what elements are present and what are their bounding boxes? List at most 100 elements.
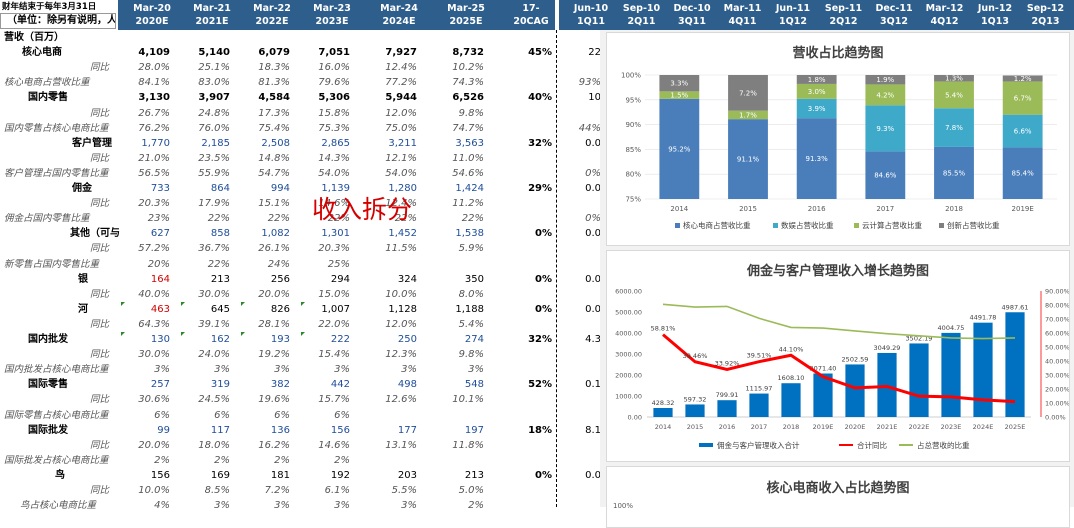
table-row[interactable]: 其他（可与 627 858 1,082 1,301 1,452 1,538 0% 0.0 xyxy=(0,226,601,241)
cell-value[interactable]: 28.1% xyxy=(258,318,290,330)
cagr-value[interactable]: 32% xyxy=(528,137,552,149)
cell-value[interactable]: 2,185 xyxy=(201,137,230,149)
cell-value[interactable]: 1,538 xyxy=(455,228,484,240)
cell-value[interactable]: 136 xyxy=(270,424,290,436)
cell-value[interactable]: 22% xyxy=(267,213,290,225)
cell-value[interactable]: 26.1% xyxy=(258,243,290,255)
cell-value[interactable]: 10.1% xyxy=(452,394,484,406)
cell-value[interactable]: 5.9% xyxy=(458,243,484,255)
cell-value[interactable]: 22% xyxy=(327,213,350,225)
cell-value[interactable]: 5,944 xyxy=(385,92,417,104)
cell-value[interactable]: 2% xyxy=(154,454,170,466)
cell-value[interactable]: 645 xyxy=(210,303,230,315)
cell-value[interactable]: 54.0% xyxy=(318,167,350,179)
cell-value[interactable]: 75.3% xyxy=(318,122,350,134)
cell-value[interactable]: 20.3% xyxy=(138,198,170,210)
cell-value[interactable]: 4,584 xyxy=(258,92,290,104)
cell-value[interactable]: 826 xyxy=(270,303,290,315)
table-row[interactable]: 同比 20.0% 18.0% 16.2% 14.6% 13.1% 11.8% xyxy=(0,438,600,453)
cell-value[interactable]: 3% xyxy=(401,500,417,512)
cagr-value[interactable]: 0% xyxy=(535,303,552,315)
cell-value[interactable]: 3% xyxy=(274,364,290,376)
cell-value[interactable]: 22% xyxy=(394,213,417,225)
cell-value[interactable]: 213 xyxy=(464,469,484,481)
cell-value[interactable]: 56.5% xyxy=(138,167,170,179)
table-row[interactable]: 同比 30.6% 24.5% 19.6% 15.7% 12.6% 10.1% xyxy=(0,392,600,407)
cell-value[interactable]: 6.1% xyxy=(324,485,350,496)
cell-value[interactable]: 3% xyxy=(274,500,290,512)
cell-value[interactable]: 627 xyxy=(150,228,170,240)
cell-value[interactable]: 15.1% xyxy=(258,198,290,210)
cell-value[interactable]: 81.3% xyxy=(258,77,290,89)
cell-value[interactable]: 2,865 xyxy=(321,137,350,149)
cell-value[interactable]: 864 xyxy=(210,183,230,194)
table-row[interactable]: 同比 20.3% 17.9% 15.1% 14.6% 12.4% 11.2% xyxy=(0,196,600,211)
cell-value[interactable]: 3,211 xyxy=(388,137,417,149)
cell-value[interactable]: 24.8% xyxy=(198,107,230,119)
table-row[interactable]: 佣金 733 864 994 1,139 1,280 1,424 29% 0.0 xyxy=(0,181,601,196)
table-row[interactable]: 国际批发 99 117 136 156 177 197 18% 8.1 xyxy=(0,423,601,438)
cagr-value[interactable]: 0% xyxy=(535,273,552,285)
cell-value[interactable]: 14.8% xyxy=(258,152,290,164)
cell-value[interactable]: 14.6% xyxy=(318,439,350,451)
cell-value[interactable]: 6% xyxy=(154,409,170,421)
cell-value[interactable]: 4,109 xyxy=(138,47,170,59)
cell-value[interactable]: 23.5% xyxy=(198,152,230,164)
cell-value[interactable]: 250 xyxy=(397,334,417,345)
cell-value[interactable]: 181 xyxy=(270,469,290,481)
cell-value[interactable]: 15.4% xyxy=(318,349,350,361)
cell-value[interactable]: 3% xyxy=(334,364,350,376)
cell-value[interactable]: 54.0% xyxy=(385,167,417,179)
cell-value[interactable]: 319 xyxy=(210,379,230,391)
quarter-value[interactable]: 10 xyxy=(588,92,601,104)
cell-value[interactable]: 5,306 xyxy=(318,92,350,104)
cell-value[interactable]: 55.9% xyxy=(198,167,230,179)
cell-value[interactable]: 9.8% xyxy=(458,107,484,119)
cell-value[interactable]: 177 xyxy=(397,424,417,436)
cell-value[interactable]: 2,508 xyxy=(261,137,290,149)
cell-value[interactable]: 11.5% xyxy=(385,243,417,255)
quarter-value[interactable]: 0.1 xyxy=(585,379,601,391)
cell-value[interactable]: 498 xyxy=(397,379,417,391)
cell-value[interactable]: 13.1% xyxy=(385,439,417,451)
cell-value[interactable]: 12.3% xyxy=(385,349,417,361)
cell-value[interactable]: 7,927 xyxy=(385,47,417,59)
cell-value[interactable]: 12.4% xyxy=(385,198,417,210)
cagr-value[interactable]: 40% xyxy=(528,92,552,104)
cell-value[interactable]: 75.4% xyxy=(258,122,290,134)
cell-value[interactable]: 197 xyxy=(464,424,484,436)
cell-value[interactable]: 24% xyxy=(267,258,290,270)
cell-value[interactable]: 8.5% xyxy=(204,485,230,496)
cell-value[interactable]: 16.0% xyxy=(318,62,350,74)
cell-value[interactable]: 40.0% xyxy=(138,288,170,300)
cell-value[interactable]: 1,082 xyxy=(261,228,290,240)
table-row[interactable]: 国际批发占核心电商比重 2% 2% 2% 2% xyxy=(0,453,600,468)
cell-value[interactable]: 1,770 xyxy=(141,137,170,149)
table-row[interactable]: 同比 26.7% 24.8% 17.3% 15.8% 12.0% 9.8% xyxy=(0,106,600,121)
quarter-value[interactable]: 0% xyxy=(585,213,601,225)
cell-value[interactable]: 3% xyxy=(401,364,417,376)
cell-value[interactable]: 16.2% xyxy=(258,439,290,451)
table-row[interactable]: 同比 21.0% 23.5% 14.8% 14.3% 12.1% 11.0% xyxy=(0,151,600,166)
cell-value[interactable]: 22% xyxy=(461,213,484,225)
cell-value[interactable]: 8.0% xyxy=(458,288,484,300)
cell-value[interactable]: 117 xyxy=(210,424,230,436)
cell-value[interactable]: 162 xyxy=(210,334,230,345)
table-row[interactable]: 核心电商占营收比重 84.1% 83.0% 81.3% 79.6% 77.2% 74.3% 9… xyxy=(0,75,601,90)
cell-value[interactable]: 12.0% xyxy=(385,318,417,330)
cell-value[interactable]: 14.6% xyxy=(318,198,350,210)
cell-value[interactable]: 3% xyxy=(468,364,484,376)
table-row[interactable]: 国内批发 130 162 193 222 250 274 32% 4.3 xyxy=(0,332,601,347)
cell-value[interactable]: 548 xyxy=(464,379,484,391)
cell-value[interactable]: 10.2% xyxy=(452,62,484,74)
table-row[interactable]: 鸟占核心电商比重 4% 3% 3% 3% 3% 2% xyxy=(0,498,600,513)
cell-value[interactable]: 15.7% xyxy=(318,394,350,406)
cell-value[interactable]: 10.0% xyxy=(385,288,417,300)
table-row[interactable]: 国内零售占核心电商比重 76.2% 76.0% 75.4% 75.3% 75.0% 74.7… xyxy=(0,121,601,136)
table-row[interactable]: 国内批发占核心电商比重 3% 3% 3% 3% 3% 3% xyxy=(0,362,600,377)
commission-chart-panel[interactable]: 佣金与客户管理收入增长趋势图 0.00 1000.00 2000.00 3000.00… xyxy=(606,250,1070,462)
table-row[interactable]: 鸟 156 169 181 192 203 213 0% 0.0 xyxy=(0,468,601,483)
cell-value[interactable]: 83.0% xyxy=(198,77,230,89)
cell-value[interactable]: 1,301 xyxy=(321,228,350,240)
cell-value[interactable]: 1,188 xyxy=(455,303,484,315)
